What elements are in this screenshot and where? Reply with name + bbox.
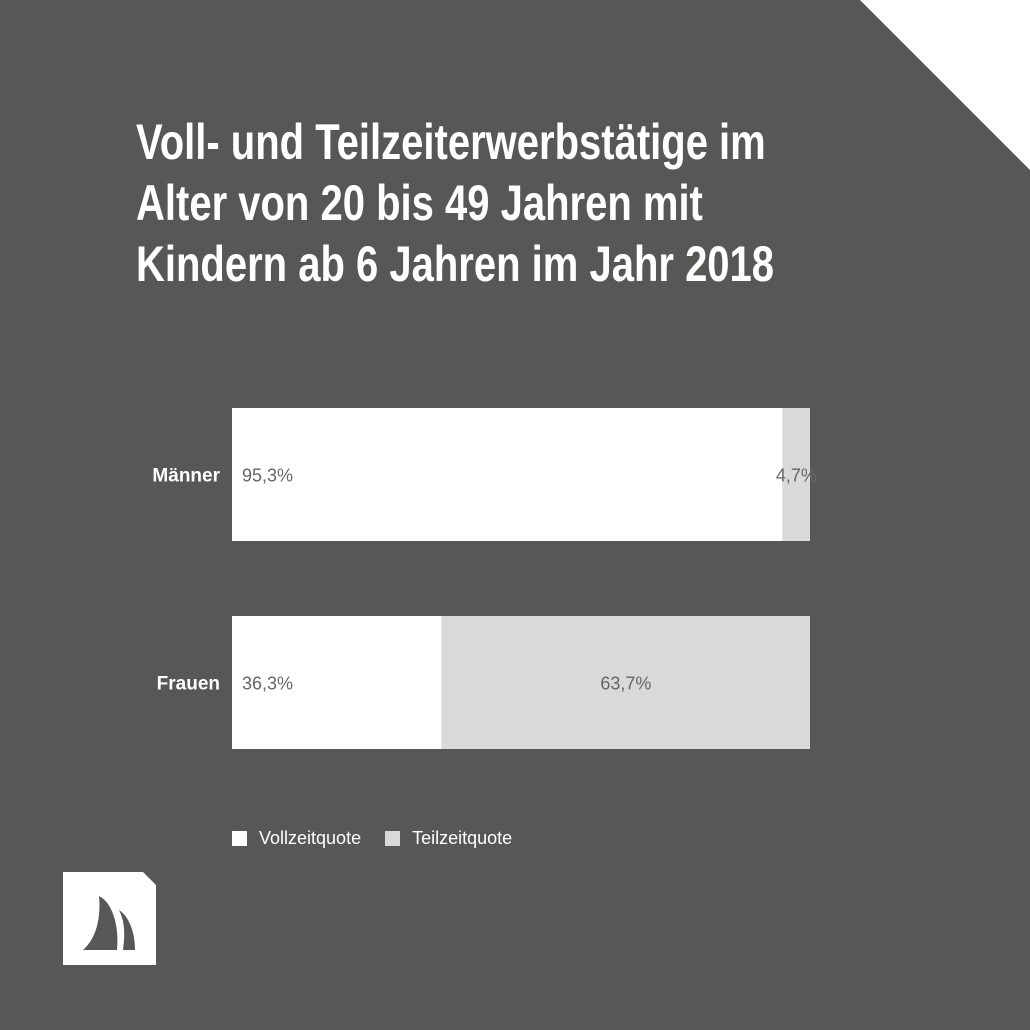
bar-segment-teilzeit [441, 616, 810, 749]
title-line: Kindern ab 6 Jahren im Jahr 2018 [136, 236, 775, 292]
data-label: 95,3% [242, 466, 293, 486]
legend-item-vollzeit: Vollzeitquote [232, 828, 361, 849]
title-line: Voll- und Teilzeiterwerbstätige im [136, 114, 766, 170]
category-label: Männer [152, 466, 220, 487]
chart-title: Voll- und Teilzeiterwerbstätige im Alter… [136, 112, 774, 295]
data-label: 36,3% [242, 674, 293, 694]
legend-swatch [232, 831, 247, 846]
legend-swatch [385, 831, 401, 846]
legend-item-teilzeit: Teilzeitquote [385, 828, 512, 849]
legend-label: Teilzeitquote [412, 828, 513, 848]
legend: Vollzeitquote Teilzeitquote [232, 828, 536, 849]
bar-segment-vollzeit [232, 616, 442, 749]
title-line: Alter von 20 bis 49 Jahren mit [136, 175, 703, 231]
corner-decoration [860, 0, 1030, 170]
logo-sail-icon [63, 872, 156, 965]
bar-segment-vollzeit [232, 408, 783, 541]
legend-label: Vollzeitquote [259, 828, 362, 848]
category-label: Frauen [157, 674, 220, 695]
data-label: 63,7% [600, 674, 651, 694]
data-label: 4,7% [776, 466, 817, 486]
bar-segment-teilzeit [782, 408, 810, 541]
